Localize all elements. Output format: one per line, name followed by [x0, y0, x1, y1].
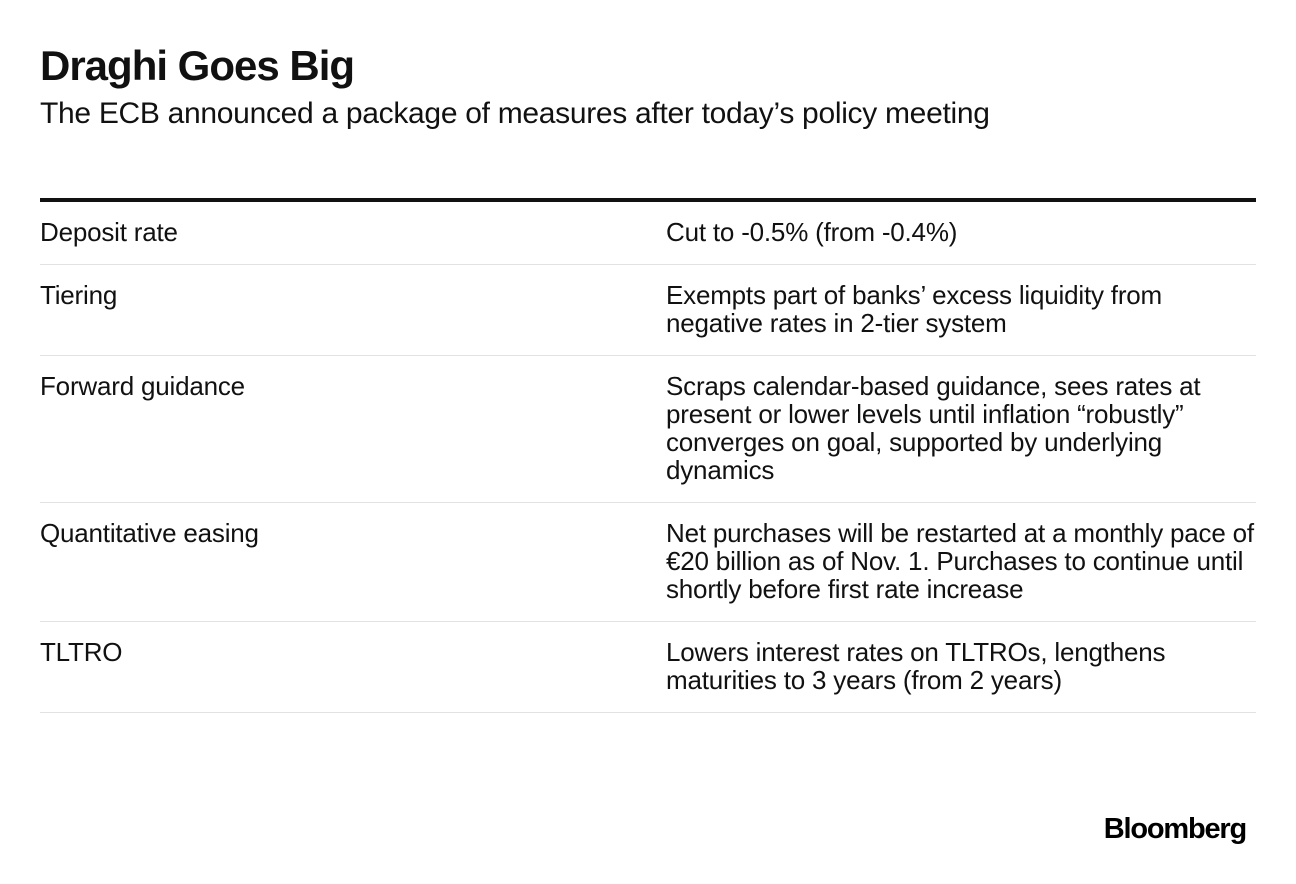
measure-label: Deposit rate — [40, 217, 178, 247]
measure-detail: Net purchases will be restarted at a mon… — [666, 518, 1254, 604]
measure-label: Quantitative easing — [40, 518, 259, 548]
table-row: Tiering Exempts part of banks’ excess li… — [40, 265, 1256, 356]
table-row: TLTRO Lowers interest rates on TLTROs, l… — [40, 622, 1256, 713]
measure-detail: Lowers interest rates on TLTROs, lengthe… — [666, 637, 1166, 695]
measure-detail: Cut to -0.5% (from -0.4%) — [666, 217, 958, 247]
measure-detail: Exempts part of banks’ excess liquidity … — [666, 280, 1162, 338]
bloomberg-logo: Bloomberg — [1103, 813, 1247, 845]
page-subtitle: The ECB announced a package of measures … — [40, 97, 990, 130]
measures-table: Deposit rate Cut to -0.5% (from -0.4%) T… — [40, 198, 1256, 713]
page-title: Draghi Goes Big — [40, 42, 355, 89]
measure-label: Forward guidance — [40, 371, 245, 401]
measure-detail: Scraps calendar-based guidance, sees rat… — [666, 371, 1201, 485]
measure-label: Tiering — [40, 280, 118, 310]
measure-label: TLTRO — [40, 637, 123, 667]
table-row: Deposit rate Cut to -0.5% (from -0.4%) — [40, 202, 1256, 265]
table-row: Quantitative easing Net purchases will b… — [40, 503, 1256, 622]
table-row: Forward guidance Scraps calendar-based g… — [40, 356, 1256, 503]
